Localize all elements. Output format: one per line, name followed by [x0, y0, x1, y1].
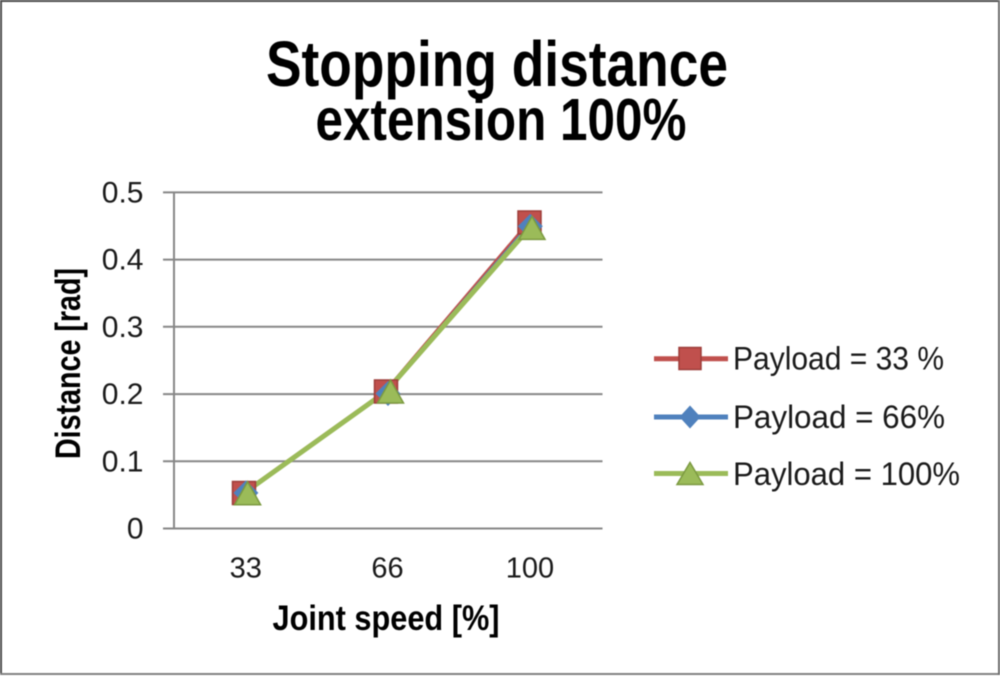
svg-text:0.4: 0.4	[102, 244, 144, 277]
svg-text:Distance [rad]: Distance [rad]	[49, 268, 88, 459]
svg-text:Joint speed [%]: Joint speed [%]	[273, 598, 500, 638]
svg-text:66: 66	[371, 553, 403, 585]
svg-text:Payload = 66%: Payload = 66%	[733, 399, 945, 435]
svg-text:Payload = 33 %: Payload = 33 %	[733, 341, 944, 377]
svg-text:0.2: 0.2	[102, 378, 144, 411]
svg-text:100: 100	[506, 553, 554, 585]
svg-text:0.5: 0.5	[102, 176, 144, 209]
svg-text:0: 0	[127, 513, 144, 546]
svg-text:33: 33	[230, 553, 262, 585]
svg-text:extension 100%: extension 100%	[316, 87, 687, 153]
svg-text:Payload = 100%: Payload = 100%	[733, 456, 960, 492]
svg-text:0.1: 0.1	[102, 445, 144, 478]
svg-text:Stopping distance: Stopping distance	[266, 28, 728, 100]
svg-text:0.3: 0.3	[102, 311, 144, 344]
